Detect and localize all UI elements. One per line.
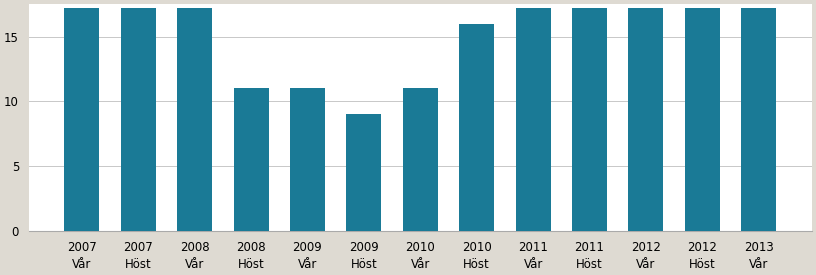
Bar <box>459 24 494 231</box>
Bar <box>516 8 551 231</box>
Bar <box>64 8 100 231</box>
Bar <box>741 8 776 231</box>
Bar <box>685 8 720 231</box>
Bar <box>121 8 156 231</box>
Bar <box>233 89 268 231</box>
Bar <box>572 8 607 231</box>
Bar <box>177 8 212 231</box>
Bar <box>290 89 325 231</box>
Bar <box>628 8 663 231</box>
Bar <box>403 89 438 231</box>
Bar <box>347 114 381 231</box>
